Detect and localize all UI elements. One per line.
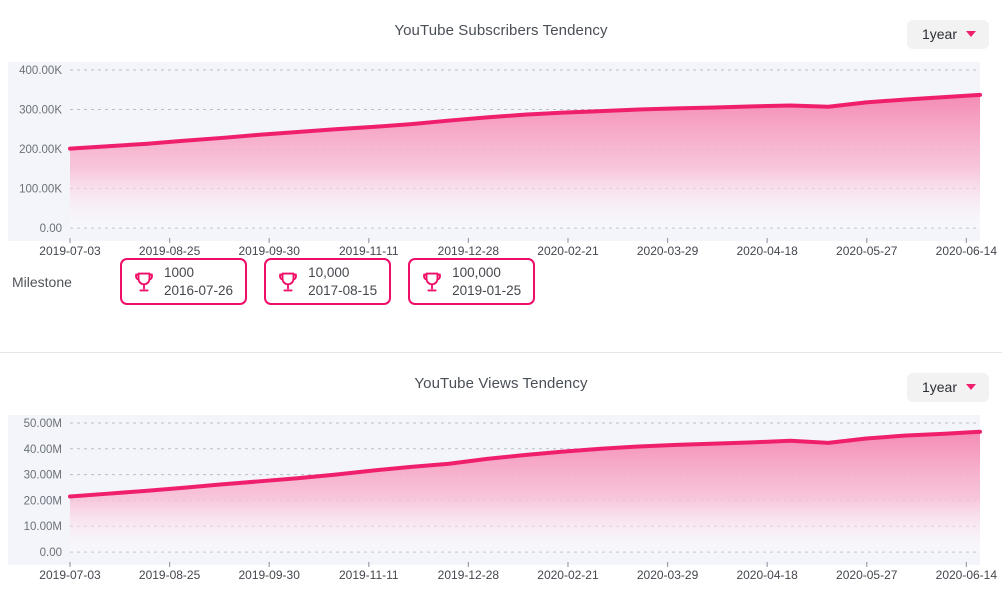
views-chart-xaxis: 2019-07-03 2019-08-25 2019-09-30 2019-11-11… [8,562,998,582]
subscribers-chart: 0.00 100.00K 200.00K 300.00K 400.00K 2019-07… [0,62,1002,262]
y-tick-label: 40.00M [24,444,62,456]
x-tick-label: 2019-12-28 [438,568,500,582]
x-tick-label: 2020-04-18 [736,568,798,582]
y-tick-label: 30.00M [24,470,62,482]
views-page-title: YouTube Views Tendency [414,375,588,392]
chevron-down-icon [966,384,976,390]
range-select-label: 1year [921,379,957,395]
x-tick-label: 2020-06-14 [936,568,998,582]
x-tick-label: 2019-09-30 [238,568,300,582]
milestone-label: Milestone [12,273,72,290]
x-tick-label: 2020-04-18 [736,244,798,258]
data-line [68,429,982,499]
data-line [68,92,982,151]
x-tick-label: 2019-11-11 [339,568,399,582]
range-select-views[interactable]: 1year [906,373,989,402]
x-tick-label: 2019-08-25 [139,244,201,258]
y-tick-label: 100.00K [19,184,62,196]
milestone-date: 2016-07-26 [164,282,234,298]
milestone-card-list: 1000 2016-07-26 10,000 2017-08-15 100,000 201… [120,258,552,305]
trophy-icon [423,272,441,291]
y-tick-label: 0.00 [40,547,62,559]
x-tick-label: 2020-05-27 [836,244,898,258]
x-tick-label: 2020-03-29 [637,568,699,582]
subscribers-chart-xaxis: 2019-07-03 2019-08-25 2019-09-30 2019-11-11… [8,238,998,258]
x-tick-label: 2020-02-21 [537,244,599,258]
section-divider [0,352,1002,353]
y-tick-label: 400.00K [19,65,62,77]
y-tick-label: 50.00M [24,418,62,430]
views-chart: 0.00 10.00M 20.00M 30.00M 40.00M 50.00M 2019-… [0,415,1002,586]
milestone-card-text: 1000 2016-07-26 [164,264,233,300]
subscribers-chart-svg: 0.00 100.00K 200.00K 300.00K 400.00K [8,62,982,238]
views-chart-svg: 0.00 10.00M 20.00M 30.00M 40.00M 50.00M [8,415,982,562]
area-fill [70,431,980,552]
subscribers-panel: YouTube Subscribers Tendency 1year 0.00 1… [0,0,1002,305]
x-tick-label: 2019-07-03 [39,568,101,582]
milestone-date: 2017-08-15 [308,282,378,298]
y-tick-label: 20.00M [24,495,62,507]
x-tick-label: 2020-06-14 [936,244,998,258]
x-tick-label: 2019-09-30 [238,244,300,258]
milestone-card[interactable]: 1000 2016-07-26 [120,258,248,305]
y-tick-label: 300.00K [19,105,62,117]
x-tick-label: 2019-12-28 [438,244,500,258]
y-tick-label: 0.00 [40,223,62,235]
views-panel: YouTube Views Tendency 1year 0.00 10.00M 2… [0,353,1002,610]
milestone-card-text: 10,000 2017-08-15 [308,264,377,300]
milestone-card[interactable]: 10,000 2017-08-15 [264,258,392,305]
x-tick-label: 2020-02-21 [537,568,599,582]
y-tick-label: 10.00M [24,521,62,533]
y-tick-label: 200.00K [19,144,62,156]
xaxis-background [8,562,980,565]
x-tick-label: 2020-03-29 [637,244,699,258]
chevron-down-icon [966,31,976,37]
page-title: YouTube Subscribers Tendency [394,22,608,39]
x-tick-label: 2019-08-25 [139,568,201,582]
x-tick-label: 2019-07-03 [39,244,101,258]
views-chart-header: YouTube Views Tendency 1year [0,353,1002,415]
milestone-count: 10,000 [308,264,350,280]
range-select-label: 1year [921,26,957,42]
trophy-icon [279,272,297,291]
x-tick-label: 2020-05-27 [836,568,898,582]
xaxis-background [8,238,980,241]
range-select-subscribers[interactable]: 1year [906,20,989,49]
milestone-card-text: 100,000 2019-01-25 [452,264,521,300]
subscribers-chart-header: YouTube Subscribers Tendency 1year [0,0,1002,62]
milestone-date: 2019-01-25 [452,282,522,298]
x-tick-label: 2019-11-11 [339,244,399,258]
trophy-icon [135,272,153,291]
milestone-count: 1000 [164,264,195,280]
milestone-count: 100,000 [452,264,501,280]
milestone-row: Milestone 1000 2016-07-26 10,000 2017-08-15… [0,258,1002,305]
milestone-card[interactable]: 100,000 2019-01-25 [408,258,536,305]
area-fill [70,94,980,228]
